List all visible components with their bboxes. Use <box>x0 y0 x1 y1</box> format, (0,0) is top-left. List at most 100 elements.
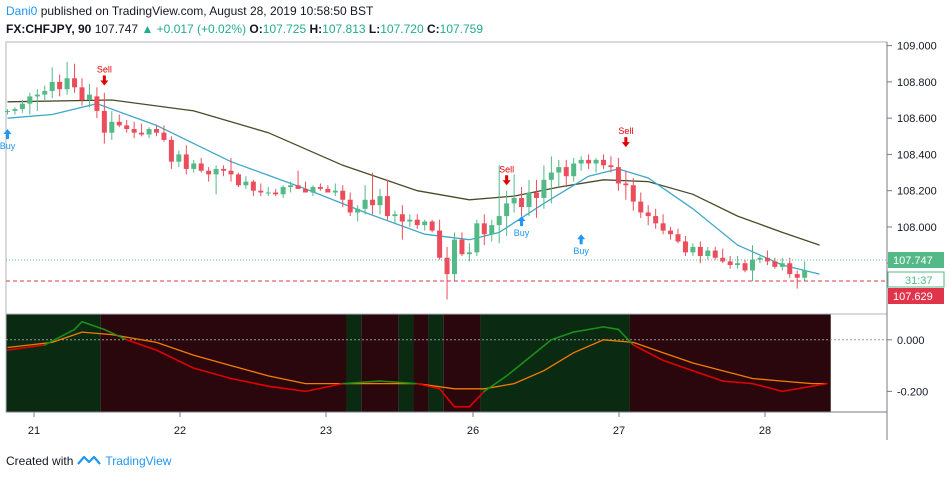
time-tick-label: 22 <box>174 425 186 437</box>
author-link[interactable]: Dani0 <box>6 4 38 18</box>
oscillator-fast-line-segment <box>438 387 456 408</box>
candle <box>228 158 234 182</box>
price-tick-label: 108.000 <box>897 222 937 234</box>
candle <box>317 183 323 191</box>
candle <box>489 219 495 242</box>
candle-body <box>489 225 495 235</box>
candle-body <box>116 121 122 126</box>
oscillator-fast-line-segment <box>125 338 158 351</box>
candle-body <box>243 181 249 186</box>
oscillator-fast-line-segment <box>73 320 83 331</box>
time-tick-label: 26 <box>467 425 479 437</box>
candle-body <box>504 203 510 217</box>
buy-signal: Buy <box>514 216 530 238</box>
candle <box>541 165 547 209</box>
sell-signal-label: Sell <box>97 65 112 75</box>
candle <box>19 100 25 113</box>
candle <box>183 145 189 175</box>
low-value: 107.720 <box>380 22 424 36</box>
moving-average-lines <box>7 99 820 275</box>
price-axis[interactable]: 109.000 108.800 108.600 108.400 108.200 108.0… <box>887 41 937 271</box>
candle <box>697 241 703 264</box>
candle-body <box>794 274 800 278</box>
candle-body <box>548 172 554 180</box>
candle <box>556 159 562 188</box>
candle-body <box>384 196 390 217</box>
price-tick-label: 108.400 <box>897 149 937 161</box>
oscillator-axis[interactable]: 0.000 -0.200 <box>6 335 928 399</box>
candle <box>27 92 33 115</box>
candle <box>593 158 599 173</box>
oscillator-fast-line-segment <box>155 349 195 369</box>
oscillator-tick-label: 0.000 <box>897 335 925 347</box>
chart-frame <box>5 41 888 440</box>
candle <box>124 119 130 133</box>
time-axis[interactable]: 21 22 23 26 27 28 <box>28 412 771 437</box>
sell-signal: Sell <box>499 164 514 186</box>
candle <box>608 156 614 173</box>
candle <box>444 246 450 300</box>
candle <box>42 85 48 101</box>
candle <box>601 154 606 169</box>
candle-body <box>317 187 323 189</box>
symbol-label[interactable]: FX:CHFJPY, 90 <box>6 22 92 36</box>
candle-body <box>437 230 443 258</box>
candle-body <box>34 94 40 97</box>
candle <box>250 179 256 197</box>
candle-body <box>265 192 271 194</box>
time-tick-label: 21 <box>28 425 40 437</box>
candle <box>623 170 629 200</box>
candle-body <box>526 192 532 208</box>
oscillator-fast-line-segment <box>267 385 307 393</box>
candle <box>563 159 569 188</box>
candle <box>332 183 338 197</box>
candle-body <box>235 174 241 186</box>
candle <box>668 226 674 240</box>
candle-body <box>541 179 547 198</box>
candle-body <box>802 270 808 278</box>
candle <box>5 109 10 115</box>
oscillator-region-bull <box>398 314 414 412</box>
oscillator-fast-line-segment <box>230 377 270 388</box>
open-value: 107.725 <box>262 22 307 36</box>
candle-body <box>638 201 644 213</box>
candle-body <box>27 96 33 104</box>
candle-body <box>86 94 92 101</box>
candle <box>79 78 85 106</box>
oscillator-fast-line-segment <box>721 380 754 385</box>
candle-body <box>675 234 681 242</box>
tradingview-logo-icon[interactable] <box>77 454 102 468</box>
buy-signal-label: Buy <box>573 246 589 256</box>
candle-body <box>303 188 308 193</box>
candle-body <box>399 214 405 222</box>
oscillator-fast-line-segment <box>550 331 575 341</box>
oscillator-fast-line-segment <box>811 382 828 388</box>
candle <box>787 257 793 278</box>
ohlc-legend: FX:CHFJPY, 90 107.747 ▲ +0.017 (+0.02%) … <box>6 22 483 36</box>
candle <box>466 243 472 262</box>
price-tick-label: 108.200 <box>897 186 937 198</box>
candle <box>750 245 755 282</box>
candle-body <box>109 121 115 133</box>
candle <box>243 176 249 189</box>
candle-body <box>280 187 286 195</box>
oscillator-region-bear <box>361 314 399 412</box>
candle <box>615 158 621 191</box>
candle-body <box>705 250 711 256</box>
candle <box>690 243 696 256</box>
candle <box>34 89 40 111</box>
candle <box>712 246 718 260</box>
candle-body <box>362 199 368 209</box>
sell-arrow-icon <box>621 137 630 148</box>
buy-signal-label: Buy <box>514 228 530 238</box>
candle-body <box>615 167 621 184</box>
buy-arrow-icon <box>577 234 586 245</box>
candle-body <box>623 183 629 186</box>
candle <box>109 110 115 140</box>
candle <box>161 125 167 142</box>
oscillator-region-bull <box>6 314 101 412</box>
tradingview-brand-link[interactable]: TradingView <box>105 454 172 468</box>
candle-body <box>12 109 18 111</box>
candle-body <box>5 110 10 112</box>
